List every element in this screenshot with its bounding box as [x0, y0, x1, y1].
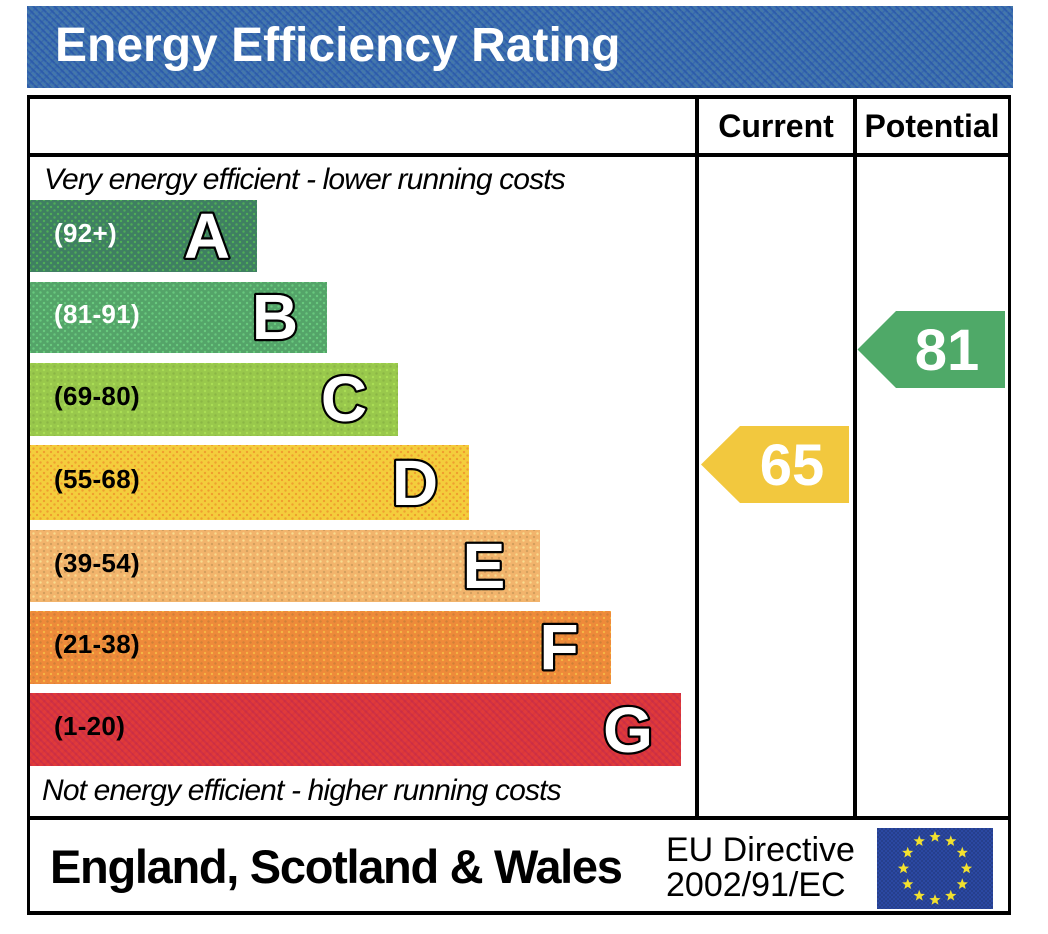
svg-text:E: E: [463, 530, 506, 602]
svg-text:81: 81: [915, 318, 980, 383]
svg-text:G: G: [603, 694, 653, 766]
svg-text:B: B: [252, 282, 298, 353]
svg-text:D: D: [392, 447, 438, 519]
svg-text:F: F: [539, 611, 578, 683]
svg-text:A: A: [184, 200, 230, 272]
svg-text:C: C: [321, 363, 367, 435]
svg-text:65: 65: [760, 433, 825, 498]
